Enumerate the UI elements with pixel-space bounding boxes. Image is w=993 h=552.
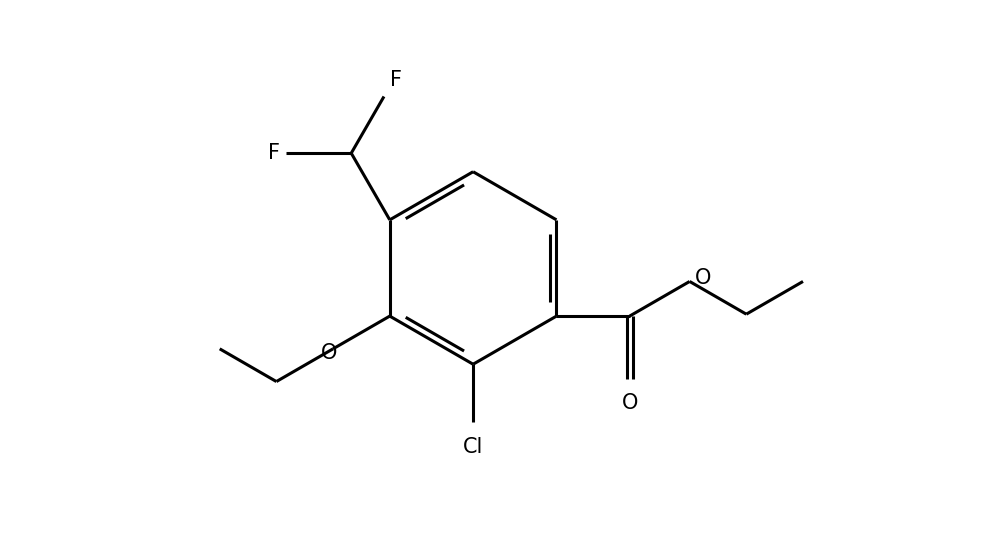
Text: F: F bbox=[268, 143, 280, 163]
Text: O: O bbox=[321, 343, 338, 363]
Text: O: O bbox=[695, 268, 711, 288]
Text: O: O bbox=[622, 393, 638, 413]
Text: F: F bbox=[390, 70, 402, 91]
Text: Cl: Cl bbox=[463, 437, 484, 458]
